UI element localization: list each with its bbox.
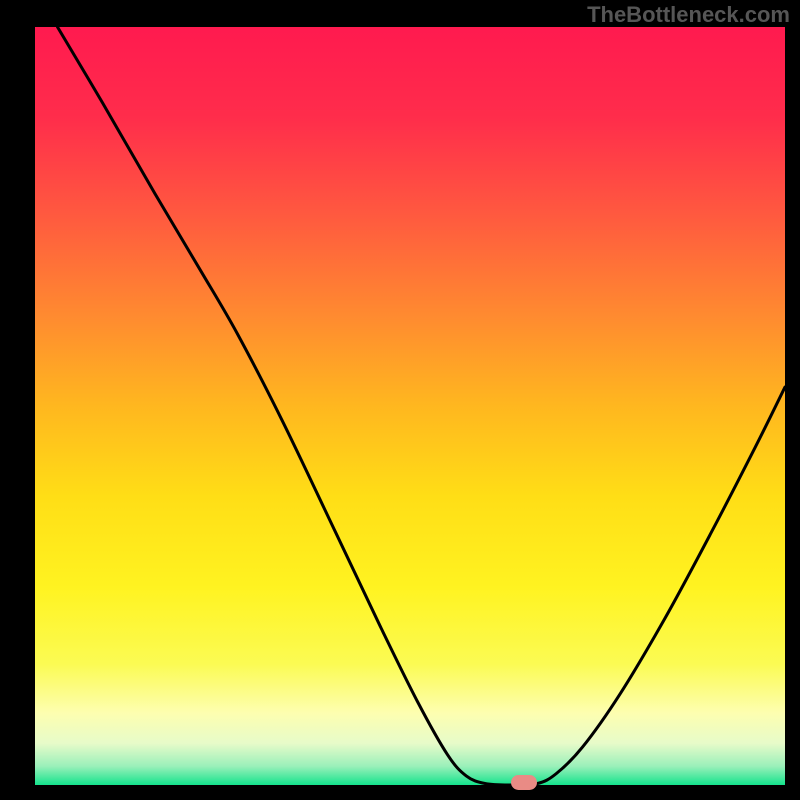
- gradient-background: [35, 27, 785, 785]
- frame-bottom: [0, 785, 800, 800]
- bottleneck-chart: [0, 0, 800, 800]
- frame-left: [0, 0, 35, 800]
- frame-right: [785, 0, 800, 800]
- watermark-text: TheBottleneck.com: [587, 2, 790, 28]
- optimal-point-marker: [511, 775, 537, 790]
